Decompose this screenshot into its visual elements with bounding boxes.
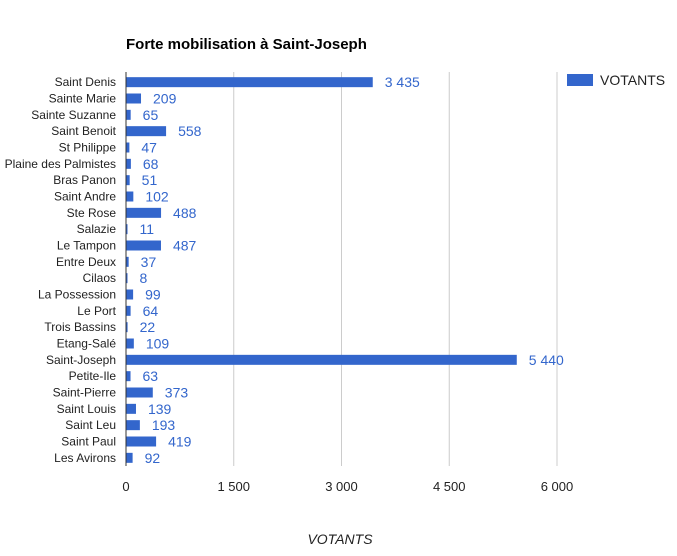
category-label: Sainte Marie: [49, 92, 117, 106]
category-label: Saint Leu: [65, 418, 116, 432]
category-label: Etang-Salé: [57, 337, 117, 351]
value-label: 109: [146, 336, 170, 352]
value-label: 8: [140, 270, 148, 286]
value-label: 99: [145, 287, 161, 303]
bar[interactable]: [126, 207, 162, 218]
value-label: 488: [173, 205, 197, 221]
bar[interactable]: [126, 126, 167, 137]
value-label: 51: [142, 172, 158, 188]
x-tick-label: 1 500: [217, 479, 250, 494]
bar[interactable]: [126, 387, 153, 398]
category-label: Le Port: [77, 304, 116, 318]
value-label: 5 440: [529, 352, 564, 368]
category-label: Plaine des Palmistes: [5, 157, 116, 171]
value-label: 65: [143, 107, 159, 123]
value-label: 22: [140, 319, 156, 335]
category-label: Saint Andre: [54, 190, 116, 204]
x-axis-title: VOTANTS: [307, 531, 373, 547]
category-label: Cilaos: [83, 271, 116, 285]
value-label: 102: [145, 189, 169, 205]
value-labels: 3 43520965558476851102488114873789964221…: [140, 74, 565, 466]
bar[interactable]: [126, 338, 134, 349]
x-tick-label: 6 000: [541, 479, 574, 494]
legend[interactable]: VOTANTS: [567, 72, 665, 88]
bar[interactable]: [126, 175, 130, 186]
category-label: Saint Denis: [55, 75, 116, 89]
bar[interactable]: [126, 371, 131, 382]
category-label: Bras Panon: [53, 173, 116, 187]
category-label: La Possession: [38, 288, 116, 302]
category-label: Entre Deux: [56, 255, 116, 269]
bar[interactable]: [126, 109, 131, 120]
category-label: St Philippe: [59, 141, 117, 155]
bars: [126, 77, 517, 463]
value-label: 487: [173, 238, 197, 254]
value-label: 209: [153, 91, 177, 107]
bar[interactable]: [126, 420, 140, 431]
bar[interactable]: [126, 191, 134, 202]
bar[interactable]: [126, 240, 161, 251]
x-tick-label: 3 000: [325, 479, 358, 494]
category-label: Saint Paul: [61, 435, 116, 449]
bar[interactable]: [126, 93, 142, 104]
category-label: Sainte Suzanne: [31, 108, 116, 122]
value-label: 419: [168, 434, 192, 450]
bar[interactable]: [126, 305, 131, 316]
value-label: 373: [165, 385, 189, 401]
value-label: 3 435: [385, 74, 420, 90]
value-label: 193: [152, 417, 176, 433]
bar[interactable]: [126, 158, 131, 169]
category-label: Les Avirons: [54, 451, 116, 465]
x-tick-label: 4 500: [433, 479, 466, 494]
bar[interactable]: [126, 452, 133, 463]
category-label: Le Tampon: [57, 239, 116, 253]
value-label: 37: [141, 254, 157, 270]
bar[interactable]: [126, 142, 130, 153]
bar[interactable]: [126, 289, 134, 300]
bar[interactable]: [126, 354, 517, 365]
category-label: Salazie: [77, 222, 117, 236]
bar[interactable]: [126, 403, 136, 414]
bar[interactable]: [126, 436, 157, 447]
bar[interactable]: [126, 273, 128, 284]
category-labels: Saint Denis Sainte Marie Sainte Suzanne Sai…: [5, 75, 117, 465]
category-label: Petite-Ile: [69, 369, 117, 383]
bar[interactable]: [126, 256, 129, 267]
category-label: Trois Bassins: [44, 320, 116, 334]
legend-label: VOTANTS: [600, 72, 665, 88]
x-tick-labels: 0 1 500 3 000 4 500 6 000: [122, 479, 573, 494]
category-label: Saint Benoit: [51, 124, 116, 138]
grid-lines: [233, 72, 558, 466]
value-label: 47: [141, 140, 157, 156]
value-label: 63: [143, 368, 159, 384]
category-label: Saint-Pierre: [53, 386, 117, 400]
value-label: 64: [143, 303, 159, 319]
bar[interactable]: [126, 224, 128, 235]
category-label: Ste Rose: [67, 206, 117, 220]
x-tick-label: 0: [122, 479, 129, 494]
value-label: 92: [145, 450, 161, 466]
bar[interactable]: [126, 77, 373, 88]
value-label: 558: [178, 123, 202, 139]
legend-swatch: [567, 74, 593, 86]
bar[interactable]: [126, 322, 128, 333]
category-label: Saint-Joseph: [46, 353, 116, 367]
value-label: 139: [148, 401, 172, 417]
category-label: Saint Louis: [57, 402, 116, 416]
chart-title: Forte mobilisation à Saint-Joseph: [126, 36, 367, 53]
value-label: 68: [143, 156, 159, 172]
value-label: 11: [140, 221, 155, 237]
